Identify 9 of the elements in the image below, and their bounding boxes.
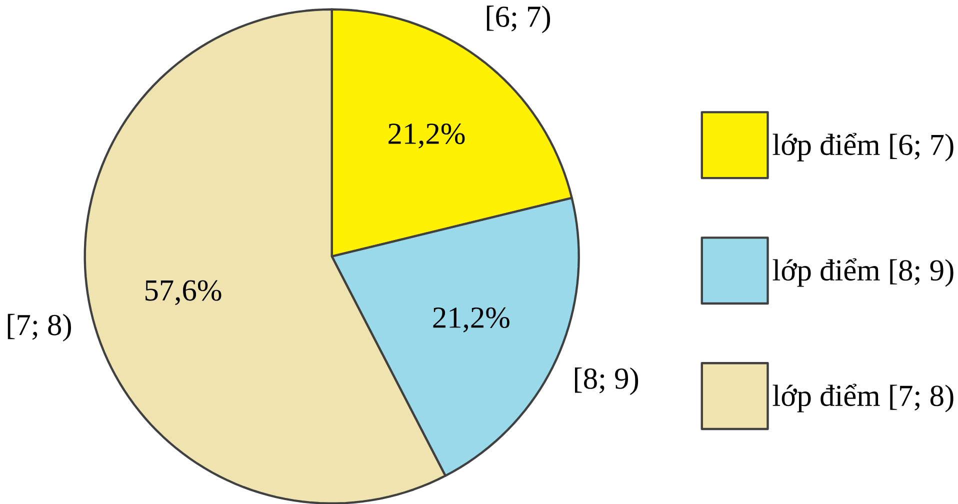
text: [6; 7) <box>486 5 550 33</box>
legend-label: lớp điểm [6; 7) <box>772 132 954 162</box>
data-label: 21,2% <box>388 123 465 148</box>
data-label: 21,2% <box>433 307 510 332</box>
data-label: 57,6% <box>146 280 222 305</box>
text: [7; 8) <box>8 314 71 342</box>
legend-label: lớp điểm [7; 8) <box>772 384 954 412</box>
legend-label: lớp điểm [8; 9) <box>772 258 954 287</box>
text: [8; 9) <box>574 367 638 395</box>
